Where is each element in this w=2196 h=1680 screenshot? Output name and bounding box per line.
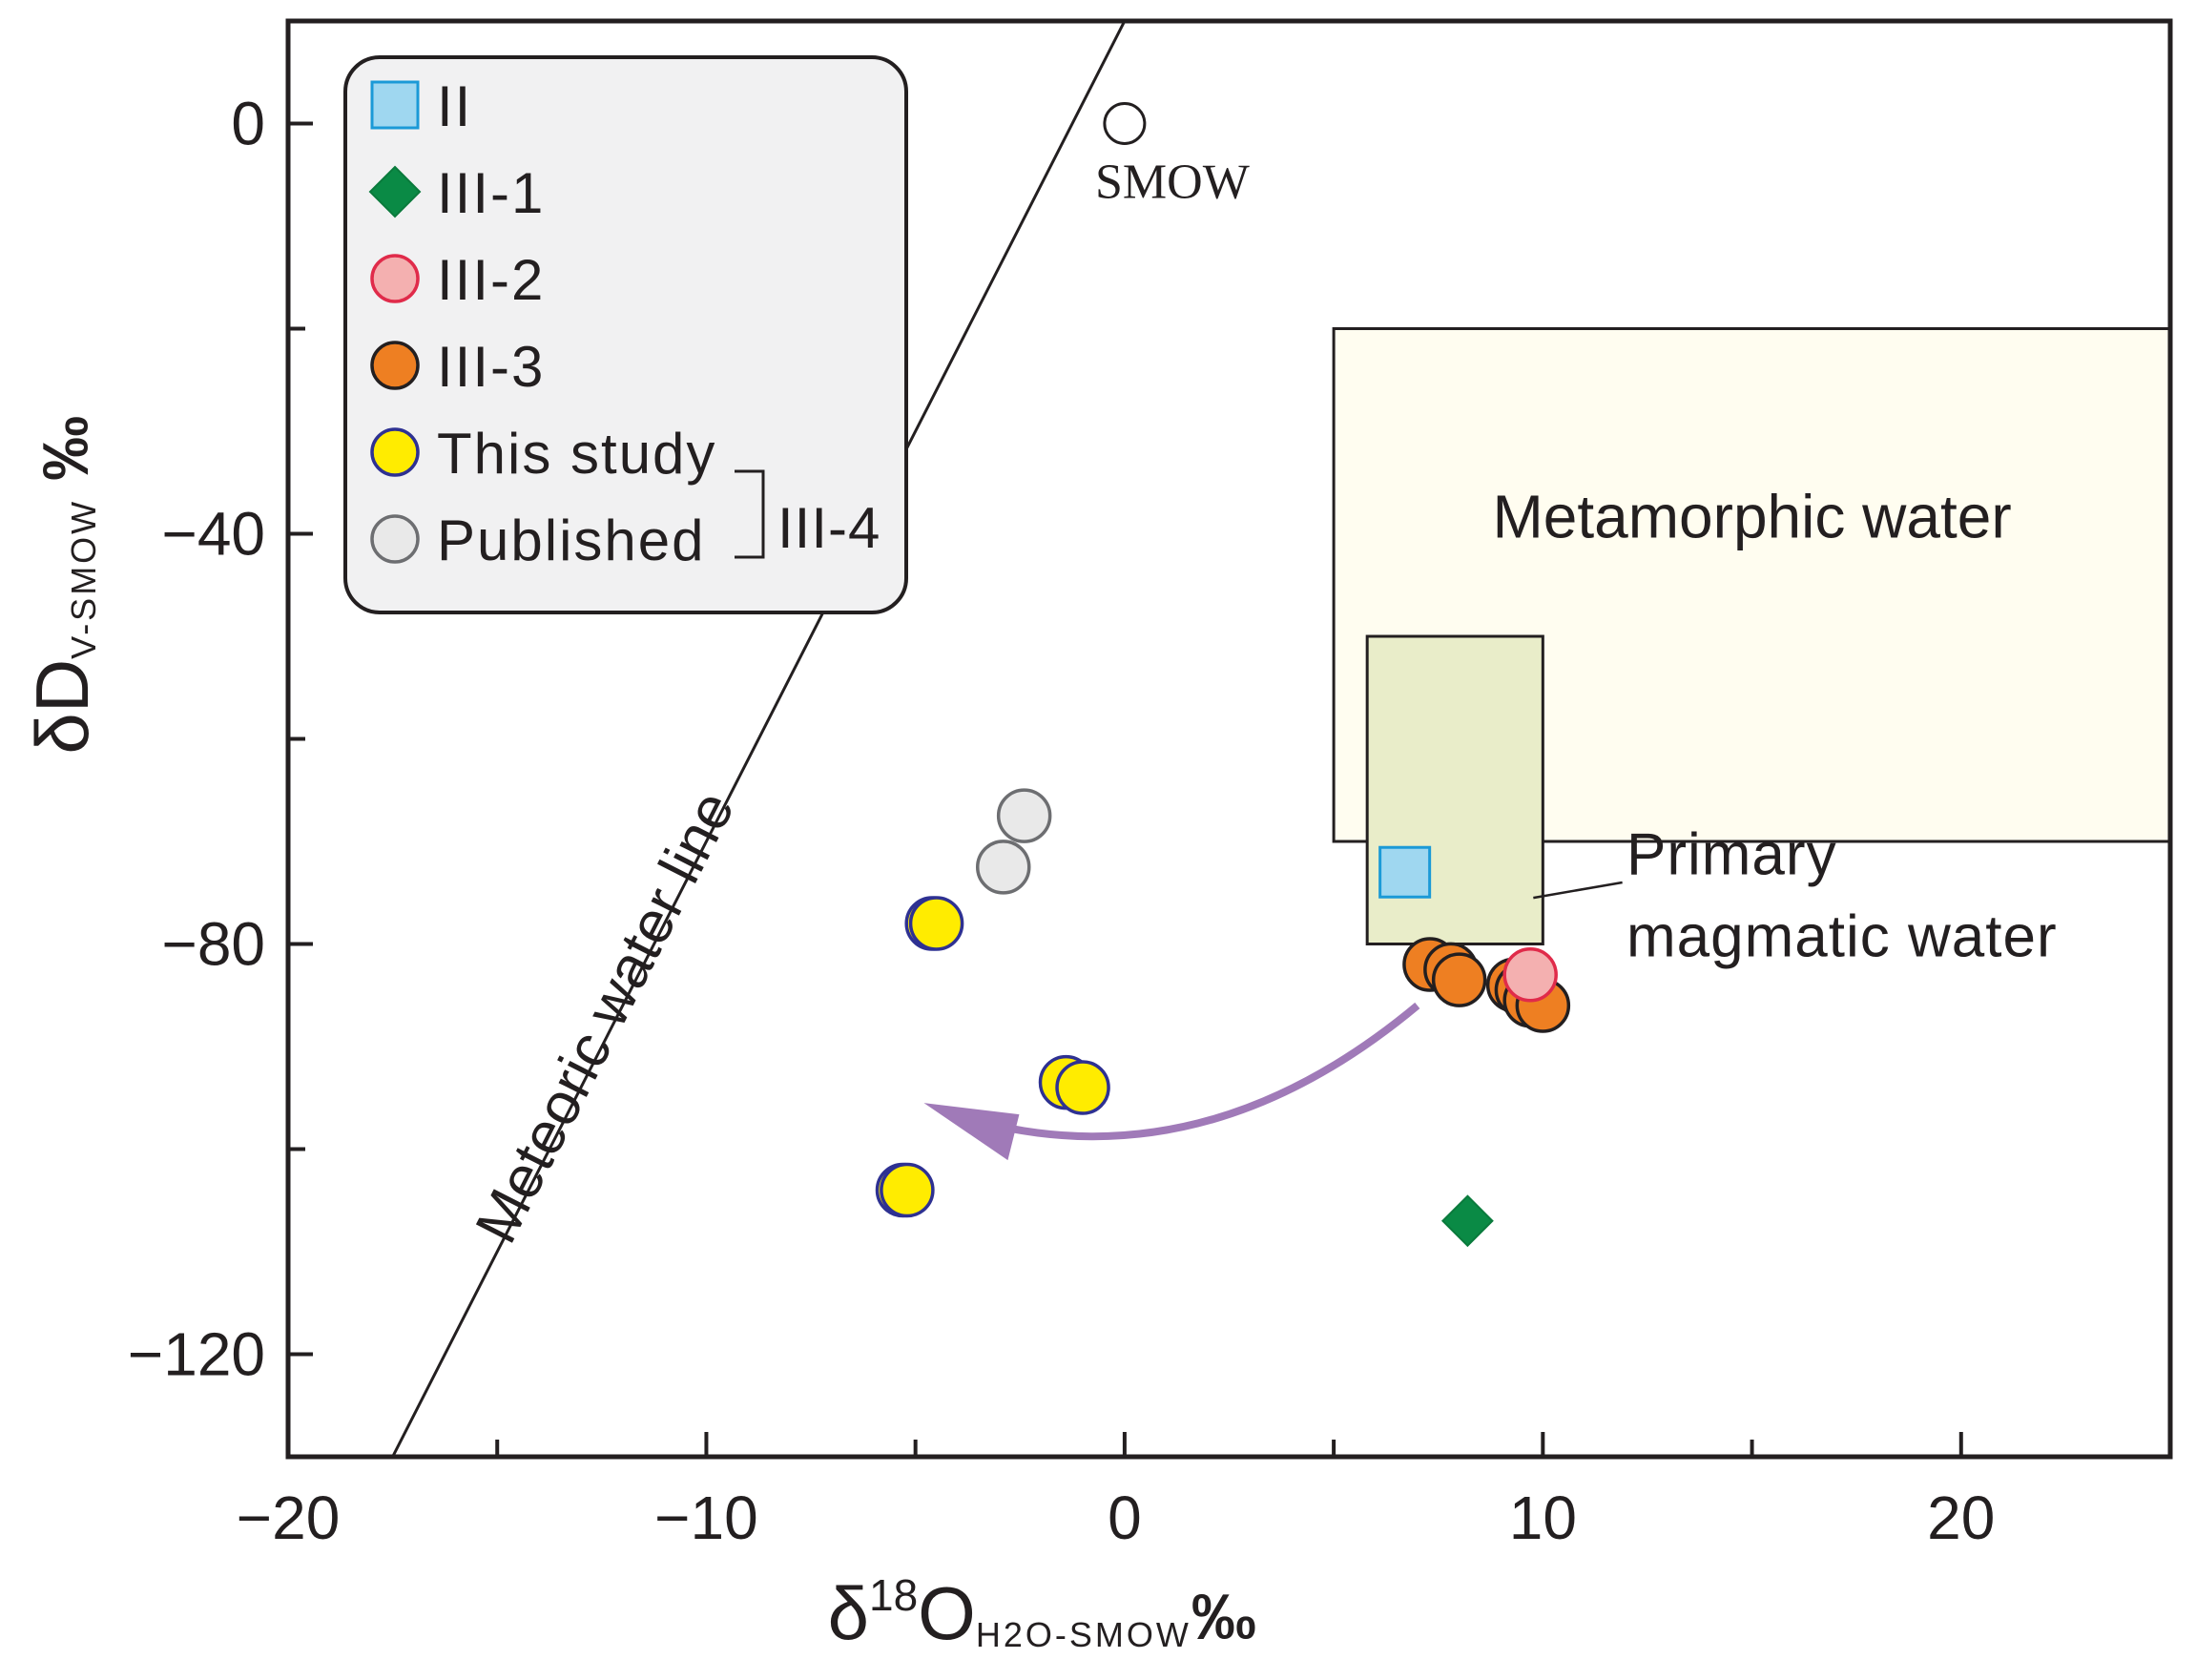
point-published: [975, 840, 1031, 895]
primary-magmatic-label-line1: Primary: [1626, 821, 1837, 887]
x-tick-label: 0: [1108, 1483, 1142, 1552]
y-tick-label: −80: [161, 910, 265, 979]
legend-group-label: III-4: [777, 496, 880, 560]
legend-marker-iii-2: [370, 254, 420, 303]
metamorphic-water-label: Metamorphic water: [1492, 483, 2011, 551]
meteoric-water-line: [390, 21, 1127, 1457]
regions-layer: Metamorphic water Primary magmatic water: [1332, 327, 2172, 969]
y-axis-label: δDV-SMOW ‰: [20, 416, 104, 755]
axis-ticks: −20 −10 0 10 20 0 −40 −80 −120: [128, 90, 2172, 1552]
x-axis-label-sup: 18: [869, 1570, 918, 1620]
x-tick-label: 10: [1509, 1483, 1577, 1552]
legend-marker-ii: [370, 80, 420, 130]
legend-label-ii: II: [437, 74, 472, 138]
x-axis-label: δ18OH2O-SMOW‰: [828, 1570, 1256, 1655]
legend-label-iii-3: III-3: [437, 335, 545, 399]
point-this-study: [908, 896, 964, 951]
x-axis-label-letter: O: [918, 1571, 976, 1655]
y-axis-label-unit: ‰: [30, 416, 102, 499]
legend-label-published: Published: [437, 508, 706, 572]
y-tick-label: 0: [231, 90, 265, 158]
smow-label: SMOW: [1095, 156, 1250, 210]
smow-point: [1103, 102, 1147, 145]
primary-magmatic-label-line2: magmatic water: [1626, 903, 2058, 969]
legend-marker-published: [370, 514, 420, 564]
point-this-study: [880, 1162, 935, 1218]
point-ii: [1378, 845, 1432, 899]
legend-label-iii-1: III-1: [437, 161, 545, 225]
legend-label-this-study: This study: [437, 422, 716, 486]
trend-arrow-layer: [923, 1002, 1420, 1161]
y-axis-label-sub: V-SMOW: [64, 499, 103, 659]
y-axis-label-main: δD: [20, 659, 104, 755]
x-tick-label: 20: [1927, 1483, 1995, 1552]
trend-arrow-shaft: [980, 1002, 1420, 1141]
trend-arrow-head: [923, 1103, 1020, 1161]
meteoric-water-line-label: Meteoric water line: [464, 781, 748, 1254]
y-tick-label: −120: [128, 1320, 265, 1389]
point-iii-3: [1431, 952, 1487, 1007]
legend-group-bracket: [735, 469, 765, 559]
legend-marker-iii-1: [368, 165, 422, 218]
legend-marker-iii-3: [370, 341, 420, 390]
data-points: SMOW: [875, 102, 1571, 1248]
x-axis-label-delta: δ: [828, 1571, 869, 1655]
x-axis-label-sub: H2O-SMOW: [976, 1615, 1191, 1654]
legend-label-iii-2: III-2: [437, 248, 545, 312]
legend-marker-this-study: [370, 427, 420, 477]
x-tick-label: −10: [654, 1483, 758, 1552]
point-published: [996, 788, 1052, 843]
point-this-study: [1055, 1060, 1110, 1115]
axis-labels: δ18OH2O-SMOW‰δDV-SMOW ‰: [20, 416, 1256, 1655]
y-tick-label: −40: [161, 500, 265, 569]
x-axis-label-unit: ‰: [1191, 1581, 1256, 1653]
point-iii-2: [1502, 947, 1558, 1003]
point-iii-1: [1440, 1194, 1494, 1248]
legend: II III-1 III-2 III-3 This study Published III-…: [343, 55, 908, 614]
x-tick-label: −20: [237, 1483, 341, 1552]
primary-magmatic-leader-line: [1533, 881, 1623, 900]
legend-box: [343, 55, 908, 614]
